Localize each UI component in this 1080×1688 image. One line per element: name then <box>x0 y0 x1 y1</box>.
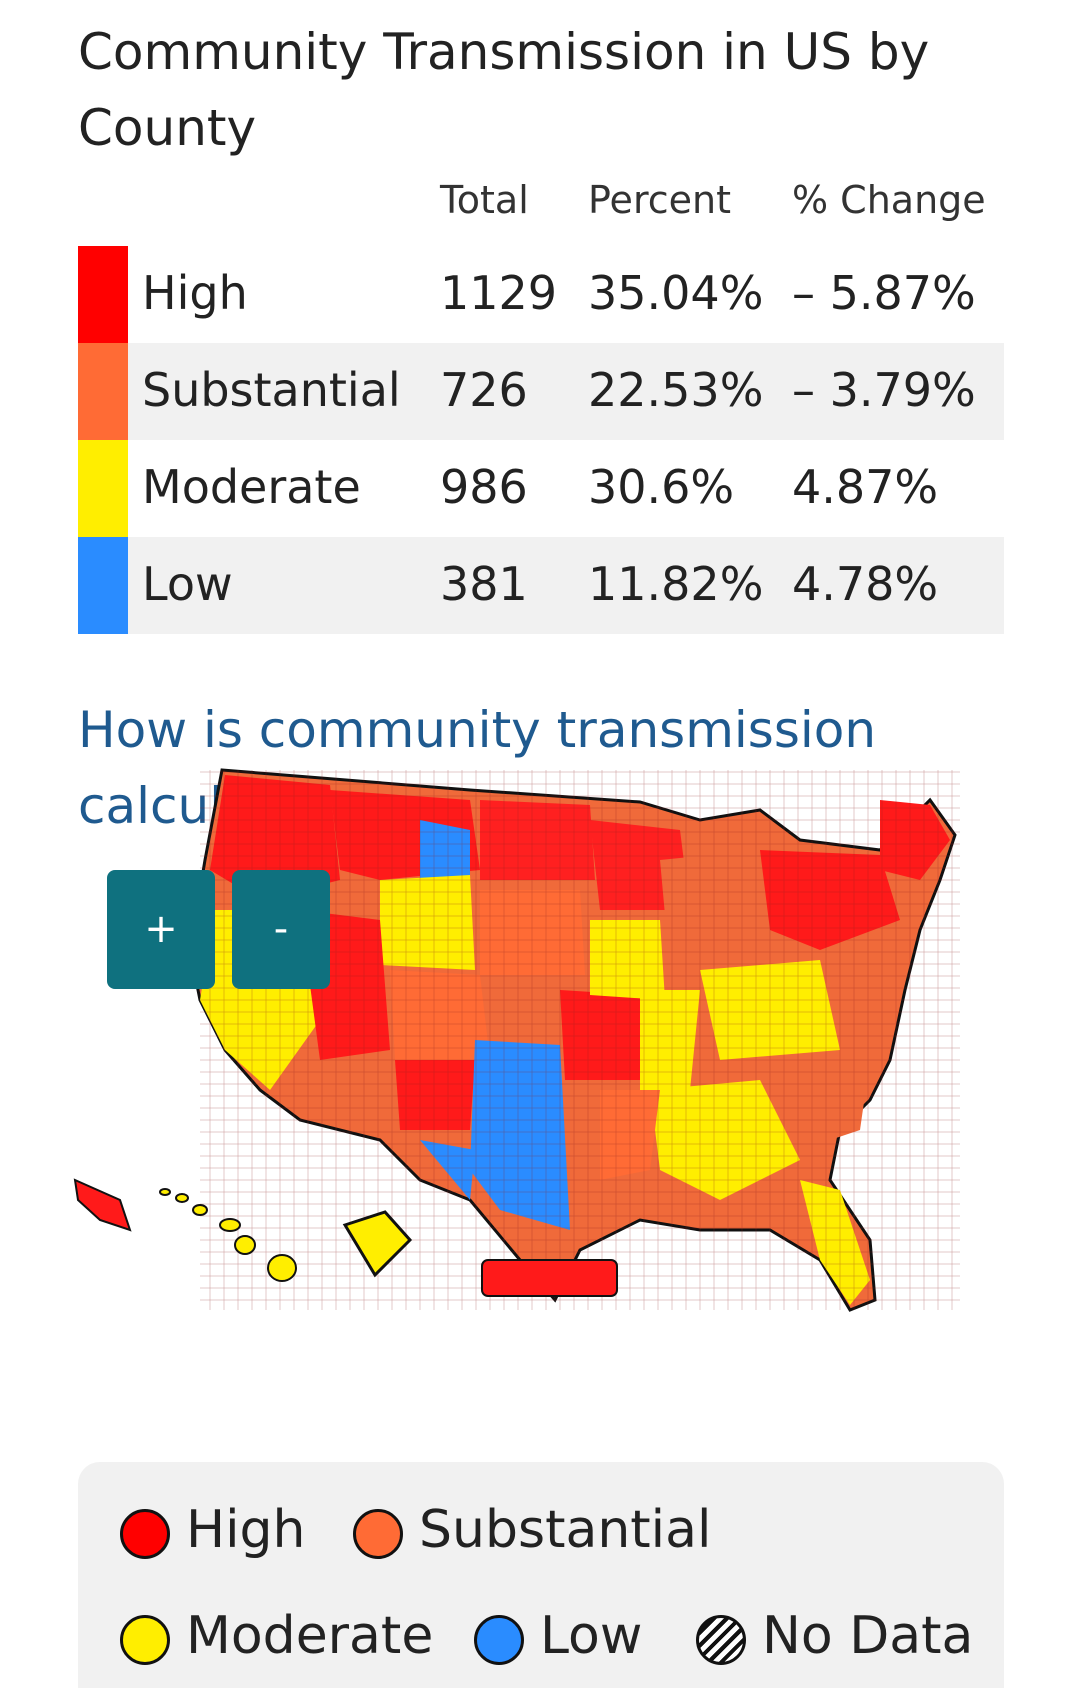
low-swatch <box>78 537 128 634</box>
us-county-map[interactable] <box>0 760 1080 1400</box>
moderate-swatch <box>78 440 128 537</box>
low-legend-icon <box>474 1615 524 1665</box>
change-value: – 5.87% <box>792 266 976 320</box>
legend-label-moderate: Moderate <box>186 1606 434 1666</box>
moderate-legend-icon <box>120 1615 170 1665</box>
level-label: Substantial <box>142 363 401 417</box>
column-header-total: Total <box>440 178 529 222</box>
table-row-moderate: Moderate 986 30.6% 4.87% <box>78 440 1004 537</box>
column-header-percent: Percent <box>588 178 731 222</box>
hawaii-shape <box>159 1188 297 1282</box>
total-value: 986 <box>440 460 528 514</box>
table-row-substantial: Substantial 726 22.53% – 3.79% <box>78 343 1004 440</box>
table-row-low: Low 381 11.82% 4.78% <box>78 537 1004 634</box>
page-title: Community Transmission in US by County <box>78 23 930 157</box>
change-value: 4.78% <box>792 557 939 611</box>
high-legend-icon <box>120 1509 170 1559</box>
total-value: 381 <box>440 557 528 611</box>
legend-label-substantial: Substantial <box>419 1500 712 1560</box>
alaska-shape <box>73 1178 132 1232</box>
level-label: High <box>142 266 248 320</box>
territory-shape <box>342 1210 413 1278</box>
level-label: Moderate <box>142 460 361 514</box>
percent-value: 30.6% <box>588 460 735 514</box>
total-value: 1129 <box>440 266 558 320</box>
zoom-in-button[interactable]: + <box>107 870 215 989</box>
substantial-legend-icon <box>353 1509 403 1559</box>
percent-value: 35.04% <box>588 266 764 320</box>
no-data-legend-icon <box>696 1615 746 1665</box>
percent-value: 11.82% <box>588 557 764 611</box>
zoom-out-button[interactable]: - <box>232 870 330 989</box>
column-header-change: % Change <box>792 178 986 222</box>
high-swatch <box>78 246 128 343</box>
substantial-swatch <box>78 343 128 440</box>
legend-label-low: Low <box>540 1606 643 1666</box>
total-value: 726 <box>440 363 528 417</box>
legend-label-high: High <box>186 1500 306 1560</box>
change-value: – 3.79% <box>792 363 976 417</box>
puerto-rico-shape <box>481 1259 618 1297</box>
table-row-high: High 1129 35.04% – 5.87% <box>78 246 1004 343</box>
legend-label-no-data: No Data <box>762 1606 974 1666</box>
change-value: 4.87% <box>792 460 939 514</box>
level-label: Low <box>142 557 233 611</box>
map-legend: High Substantial Moderate Low No Data <box>78 1462 1004 1688</box>
percent-value: 22.53% <box>588 363 764 417</box>
